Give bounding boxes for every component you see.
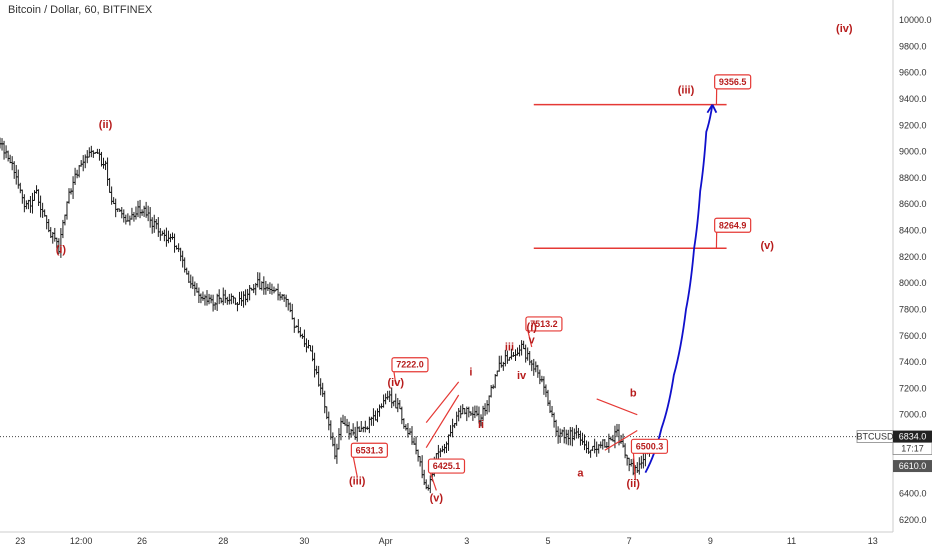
prev-level-tag-box <box>893 460 932 473</box>
price-callout-label: 6531.3 <box>356 445 384 455</box>
price-callout-pointer <box>429 472 437 491</box>
price-callout-box <box>714 74 752 90</box>
y-tick-label: 7800.0 <box>899 304 927 314</box>
y-tick-label: 10000.0 <box>899 15 932 25</box>
y-tick-label: 9400.0 <box>899 94 927 104</box>
price-callout-label: 9356.5 <box>719 77 747 87</box>
countdown-tag-box <box>892 442 932 455</box>
price-callout-pointer <box>352 457 358 477</box>
y-tick-label: 7600.0 <box>899 331 927 341</box>
x-tick-label: 3 <box>464 536 469 546</box>
wave-label: (iii) <box>678 85 695 97</box>
wave-label: (ii) <box>99 119 113 131</box>
y-tick-label: 6200.0 <box>899 515 927 525</box>
y-tick-label: 6400.0 <box>899 489 927 499</box>
price-callout-box <box>391 357 429 373</box>
price-callout-pointer <box>632 453 636 480</box>
annotations <box>0 103 893 474</box>
x-tick-label: 23 <box>15 536 25 546</box>
chart-title: Bitcoin / Dollar, 60, BITFINEX <box>8 4 153 16</box>
price-tags: BTCUSD 6834.0 17:17 6610.0 <box>856 430 932 473</box>
wave-label: iv <box>517 370 527 382</box>
time-axis[interactable]: 23 12:00 26 28 30 Apr 3 5 7 9 11 13 <box>15 536 877 546</box>
prev-level-tag-label: 6610.0 <box>899 461 927 471</box>
wave-label: b <box>630 387 637 399</box>
price-callout-pointer <box>527 330 533 348</box>
y-tick-label: 9600.0 <box>899 68 927 78</box>
y-tick-label: 8800.0 <box>899 173 927 183</box>
x-tick-label: 9 <box>708 536 713 546</box>
forecast-curve <box>644 104 714 474</box>
wave-label: (i) <box>527 322 538 334</box>
countdown-tag-label: 17:17 <box>901 444 924 454</box>
x-tick-label: 5 <box>545 536 550 546</box>
price-callout-label: 6425.1 <box>433 461 461 471</box>
y-tick-label: 9800.0 <box>899 41 927 51</box>
x-tick-label: Apr <box>379 536 393 546</box>
triangle-pattern <box>596 398 638 451</box>
forecast-arrowhead <box>706 104 718 114</box>
wave-labels: 7222.0 6531.3 6425.1 7513.2 6500.3 9356.5 8264… <box>56 23 853 505</box>
price-callout-label: 7513.2 <box>530 319 558 329</box>
wave-label: (iii) <box>349 475 366 487</box>
price-callout-box <box>714 217 752 233</box>
x-tick-label: 12:00 <box>70 536 93 546</box>
x-tick-label: 30 <box>299 536 309 546</box>
wave-label: i <box>469 366 472 378</box>
price-callout-label: 8264.9 <box>719 220 747 230</box>
wave-label: iii <box>505 341 514 353</box>
price-callout-label: 7222.0 <box>396 360 424 370</box>
y-tick-label: 7400.0 <box>899 357 927 367</box>
wave-label: (iv) <box>388 377 405 389</box>
price-callout-pointer <box>393 371 397 385</box>
triangle-pattern <box>425 381 460 448</box>
y-tick-label: 8000.0 <box>899 278 927 288</box>
wave-label: (i) <box>56 244 67 256</box>
x-tick-label: 26 <box>137 536 147 546</box>
y-tick-label: 7200.0 <box>899 383 927 393</box>
y-tick-label: 9000.0 <box>899 147 927 157</box>
price-callout-box <box>427 458 466 474</box>
symbol-tag-label: BTCUSD <box>856 432 894 442</box>
y-tick-label: 8600.0 <box>899 199 927 209</box>
wave-label: (iv) <box>836 23 853 35</box>
x-tick-label: 7 <box>627 536 632 546</box>
last-price-tag-box <box>893 430 932 443</box>
wave-label: (ii) <box>626 478 640 490</box>
price-callout-label: 6500.3 <box>636 441 664 451</box>
wave-label: a <box>577 468 584 480</box>
ohlc-bars <box>0 137 653 494</box>
price-callout-box <box>525 316 563 332</box>
y-tick-label: 9200.0 <box>899 120 927 130</box>
last-price-tag-label: 6834.0 <box>899 432 927 442</box>
y-tick-label: 8200.0 <box>899 252 927 262</box>
wave-label: ii <box>478 419 484 431</box>
price-callout-box <box>350 442 388 458</box>
wave-label: (v) <box>760 240 774 252</box>
y-tick-label: 7000.0 <box>899 410 927 420</box>
y-tick-label: 8400.0 <box>899 226 927 236</box>
wave-label: (v) <box>430 493 444 505</box>
wave-label: v <box>529 335 536 347</box>
x-tick-label: 13 <box>868 536 878 546</box>
x-tick-label: 11 <box>787 536 796 546</box>
price-callout-box <box>630 438 669 454</box>
x-tick-label: 28 <box>218 536 228 546</box>
